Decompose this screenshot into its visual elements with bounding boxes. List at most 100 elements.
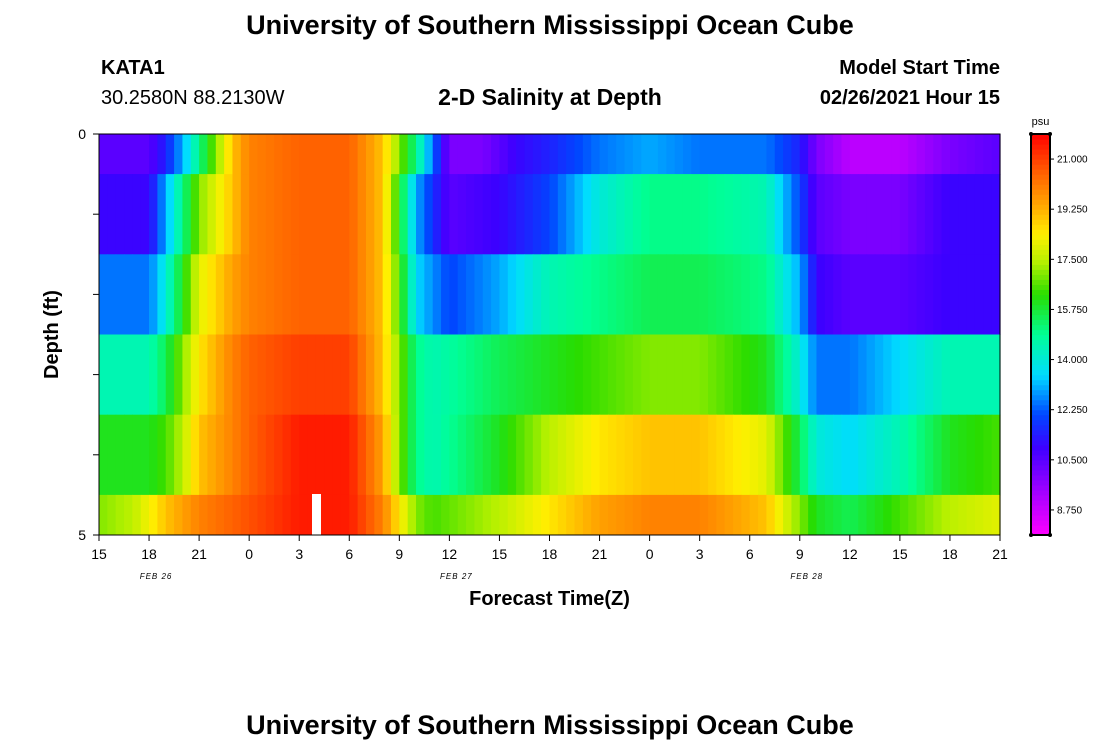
heatmap-cell <box>883 134 893 175</box>
heatmap-cell <box>833 494 843 536</box>
heatmap-cell <box>99 334 108 416</box>
x-tick-label: 15 <box>492 546 508 562</box>
date-label: FEB 28 <box>790 572 823 581</box>
heatmap-cell <box>290 334 300 416</box>
heatmap-cell <box>783 134 793 175</box>
heatmap-cell <box>774 174 784 255</box>
x-tick-label: 21 <box>592 546 608 562</box>
heatmap-cell <box>949 254 959 335</box>
heatmap-cell <box>741 414 751 496</box>
heatmap-cell <box>299 414 309 496</box>
heatmap-cell <box>507 174 517 255</box>
heatmap-cell <box>457 334 467 416</box>
heatmap-cell <box>324 414 334 496</box>
x-axis-label: Forecast Time(Z) <box>469 588 630 610</box>
colorbar-swatch <box>1031 219 1050 225</box>
heatmap-cell <box>741 334 751 416</box>
heatmap-cell <box>808 174 818 255</box>
heatmap-cell <box>816 174 826 255</box>
heatmap-cell <box>315 174 325 255</box>
heatmap-cell <box>758 334 767 416</box>
heatmap-cell <box>866 334 876 416</box>
colorbar-tick-label: 10.500 <box>1057 455 1088 466</box>
heatmap-cell <box>374 134 384 175</box>
white-marker <box>312 494 321 535</box>
heatmap-cell <box>449 174 459 255</box>
heatmap-cell <box>708 414 717 496</box>
heatmap-cell <box>165 414 175 496</box>
colorbar-swatch <box>1031 389 1050 396</box>
heatmap-cell <box>783 414 793 496</box>
heatmap-cell <box>966 414 976 496</box>
heatmap-cell <box>382 134 392 175</box>
colorbar-swatch <box>1031 369 1050 376</box>
heatmap-cell <box>499 174 509 255</box>
heatmap-cell <box>674 134 684 175</box>
colorbar-swatch <box>1031 524 1050 531</box>
heatmap-cell <box>983 174 993 255</box>
heatmap-cell <box>407 134 417 175</box>
heatmap-cell <box>115 174 125 255</box>
heatmap-cell <box>674 254 684 335</box>
heatmap-cell <box>424 134 434 175</box>
colorbar-swatch <box>1031 499 1050 506</box>
heatmap-cell <box>99 414 108 496</box>
heatmap-cell <box>107 134 117 175</box>
colorbar-swatch <box>1031 474 1050 481</box>
colorbar-swatch <box>1031 304 1050 311</box>
heatmap-cell <box>224 414 234 496</box>
heatmap-cell <box>149 174 158 255</box>
colorbar-swatch <box>1031 359 1050 366</box>
heatmap-cell <box>574 174 584 255</box>
heatmap-cell <box>541 334 551 416</box>
heatmap-cell <box>682 494 692 536</box>
colorbar-swatch <box>1031 419 1050 426</box>
heatmap-cell <box>449 494 459 536</box>
heatmap-cell <box>340 494 350 536</box>
heatmap-cell <box>257 174 267 255</box>
heatmap-cell <box>749 334 759 416</box>
heatmap-cell <box>182 134 192 175</box>
colorbar-swatch <box>1031 149 1050 155</box>
heatmap-cell <box>624 134 634 175</box>
heatmap-cell <box>733 254 742 335</box>
heatmap-cell <box>365 334 375 416</box>
heatmap-cell <box>624 174 634 255</box>
heatmap-cell <box>949 134 959 175</box>
heatmap-cell <box>399 174 409 255</box>
heatmap-cell <box>399 414 409 496</box>
heatmap-cell <box>958 494 968 536</box>
heatmap-cell <box>758 254 767 335</box>
colorbar-tick-label: 21.000 <box>1057 155 1088 166</box>
heatmap-cell <box>716 254 726 335</box>
heatmap-cell <box>416 334 425 416</box>
heatmap-cell <box>557 254 567 335</box>
heatmap-cell <box>924 334 934 416</box>
heatmap-cell <box>941 254 951 335</box>
heatmap-cell <box>307 254 317 335</box>
heatmap-cell <box>507 254 517 335</box>
heatmap-cell <box>599 414 609 496</box>
heatmap-cell <box>891 494 901 536</box>
heatmap-cell <box>958 254 968 335</box>
heatmap-cell <box>899 174 909 255</box>
heatmap-cell <box>666 494 676 536</box>
heatmap-cell <box>182 254 192 335</box>
heatmap-cell <box>257 414 267 496</box>
heatmap-cell <box>249 494 259 536</box>
heatmap-cell <box>441 134 450 175</box>
heatmap-cell <box>758 414 767 496</box>
heatmap-cell <box>232 414 242 496</box>
heatmap-cell <box>741 494 751 536</box>
colorbar-swatch <box>1031 254 1050 260</box>
heatmap-cell <box>816 254 826 335</box>
heatmap-cell <box>491 174 501 255</box>
heatmap-cell <box>933 134 943 175</box>
x-tick-label: 9 <box>395 546 403 562</box>
heatmap-cell <box>883 414 893 496</box>
heatmap-cell <box>224 334 234 416</box>
heatmap-cell <box>783 494 793 536</box>
heatmap-cell <box>566 254 576 335</box>
heatmap-cell <box>140 134 150 175</box>
heatmap-cell <box>682 334 692 416</box>
